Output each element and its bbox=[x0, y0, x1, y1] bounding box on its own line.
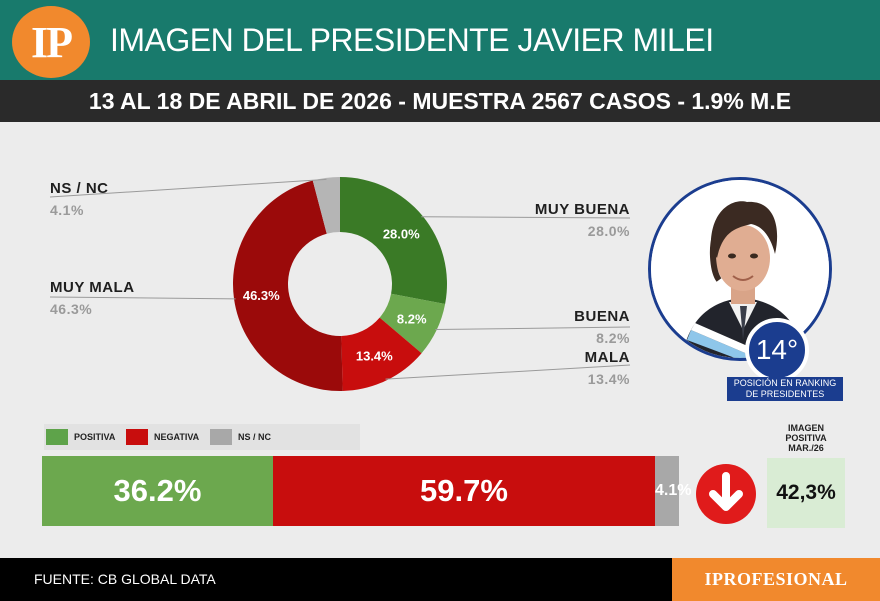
legend-negativa: NEGATIVA bbox=[126, 429, 199, 445]
label-nsnc-value: 4.1% bbox=[50, 202, 84, 218]
bar-segment-negativa: 59.7% bbox=[273, 456, 655, 526]
leader-line-muy-mala bbox=[49, 296, 236, 300]
summary-bar: 36.2% 59.7% 4.1% bbox=[42, 456, 691, 526]
donut-slice-buena bbox=[379, 293, 446, 354]
footer-bar: FUENTE: CB GLOBAL DATA IPROFESIONAL bbox=[0, 558, 880, 601]
rank-badge: 14° bbox=[745, 318, 809, 382]
legend-swatch-negativa bbox=[126, 429, 148, 445]
legend-label-positiva: POSITIVA bbox=[74, 432, 116, 442]
portrait-illustration bbox=[651, 180, 829, 358]
label-muymala-value: 46.3% bbox=[50, 301, 93, 317]
summary-legend: POSITIVA NEGATIVA NS / NC bbox=[44, 424, 360, 450]
leader-line-buena bbox=[435, 326, 631, 331]
bar-segment-nsnc: 4.1% bbox=[655, 456, 691, 526]
arrow-down-icon bbox=[709, 472, 743, 511]
legend-swatch-nsnc bbox=[210, 429, 232, 445]
donut-slice-muy-buena bbox=[340, 177, 447, 305]
label-buena-value: 8.2% bbox=[596, 330, 630, 346]
source-text: FUENTE: CB GLOBAL DATA bbox=[34, 571, 216, 587]
label-mala-name: MALA bbox=[584, 349, 630, 366]
slice-value-buena: 8.2% bbox=[397, 311, 427, 326]
header-bar: IP IMAGEN DEL PRESIDENTE JAVIER MILEI bbox=[0, 0, 880, 80]
label-muybuena-name: MUY BUENA bbox=[534, 201, 630, 218]
label-muymala-name: MUY MALA bbox=[50, 279, 135, 296]
president-portrait bbox=[648, 177, 832, 361]
donut-slice-nsnc bbox=[312, 177, 340, 234]
slice-value-muy-buena: 28.0% bbox=[383, 226, 420, 241]
previous-value: 42,3% bbox=[767, 458, 845, 528]
donut-slice-mala bbox=[341, 317, 422, 391]
slice-value-mala: 13.4% bbox=[356, 349, 393, 364]
label-muybuena-value: 28.0% bbox=[587, 223, 630, 239]
page-title: IMAGEN DEL PRESIDENTE JAVIER MILEI bbox=[110, 22, 714, 58]
legend-nsnc: NS / NC bbox=[210, 429, 271, 445]
label-mala-value: 13.4% bbox=[587, 371, 630, 387]
legend-label-negativa: NEGATIVA bbox=[154, 432, 200, 442]
slice-value-muy-mala: 46.3% bbox=[243, 288, 280, 303]
trend-indicator bbox=[696, 464, 756, 524]
donut-slice-muy-mala bbox=[233, 180, 343, 392]
label-buena-name: BUENA bbox=[574, 308, 630, 325]
brand-logo: IPROFESIONAL bbox=[672, 558, 880, 601]
bar-segment-positiva: 36.2% bbox=[42, 456, 273, 526]
legend-swatch-positiva bbox=[46, 429, 68, 445]
legend-positiva: POSITIVA bbox=[46, 429, 115, 445]
survey-subtitle: 13 AL 18 DE ABRIL DE 2026 - MUESTRA 2567… bbox=[88, 88, 792, 114]
subtitle-bar: 13 AL 18 DE ABRIL DE 2026 - MUESTRA 2567… bbox=[0, 80, 880, 122]
legend-label-nsnc: NS / NC bbox=[238, 432, 272, 442]
rank-caption: POSICIÓN EN RANKING DE PRESIDENTES bbox=[727, 377, 843, 401]
ip-logo: IP bbox=[12, 6, 90, 78]
label-nsnc-name: NS / NC bbox=[50, 180, 109, 197]
previous-title: IMAGEN POSITIVA MAR./26 bbox=[785, 423, 827, 453]
donut-chart: 28.0% 8.2% 13.4% 46.3% bbox=[49, 177, 631, 392]
leader-line-nsnc bbox=[49, 178, 327, 198]
leader-line-mala bbox=[385, 364, 631, 380]
leader-line-muy-buena bbox=[421, 216, 631, 219]
